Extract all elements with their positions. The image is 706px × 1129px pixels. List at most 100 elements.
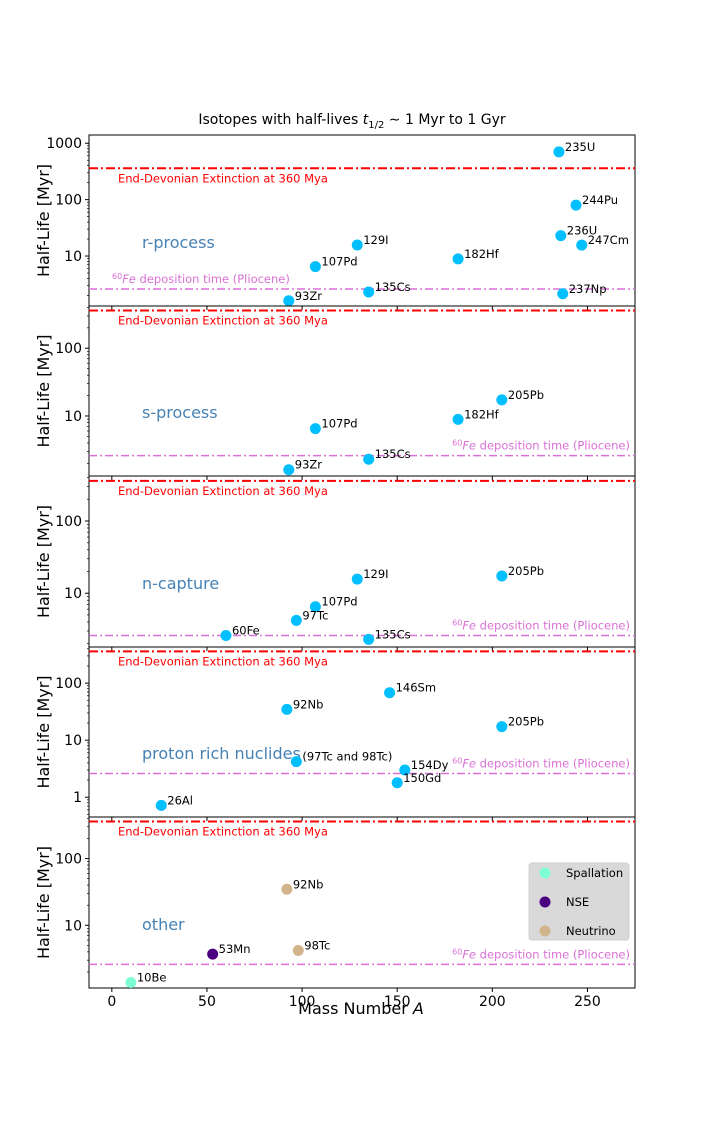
data-point xyxy=(555,230,567,242)
y-tick-label: 10 xyxy=(64,586,82,602)
point-label: (97Tc and 98Tc) xyxy=(302,750,392,764)
point-label: 93Zr xyxy=(295,458,323,472)
y-tick-label: 100 xyxy=(55,193,82,209)
point-label: 146Sm xyxy=(396,681,436,695)
extinction-label: End-Devonian Extinction at 360 Mya xyxy=(118,654,328,668)
y-axis-label: Half-Life [Myr] xyxy=(34,675,53,788)
fe60-var: Fe xyxy=(462,757,476,771)
title-sub: 1/2 xyxy=(368,120,384,131)
data-point xyxy=(155,799,167,811)
data-point xyxy=(290,614,302,626)
data-point xyxy=(309,423,321,435)
panel-frame xyxy=(88,816,636,989)
fe60-sup: 60 xyxy=(452,947,462,956)
y-axis-label: Half-Life [Myr] xyxy=(34,334,53,447)
extinction-label: End-Devonian Extinction at 360 Mya xyxy=(118,171,328,185)
y-tick-label: 1000 xyxy=(46,136,82,152)
panel-0: 10 100 1000 Half-Life [Myr] End-Devonian Ext… xyxy=(34,134,636,310)
data-point xyxy=(207,948,219,960)
fe60-var: Fe xyxy=(122,272,136,286)
data-point xyxy=(220,629,232,641)
y-tick-label: 10 xyxy=(64,249,82,265)
fe60-sup: 60 xyxy=(452,439,462,448)
extinction-label: End-Devonian Extinction at 360 Mya xyxy=(118,824,328,838)
point-label: 129I xyxy=(363,567,388,581)
x-axis-label: Mass Number A xyxy=(298,999,424,1018)
y-tick-label: 100 xyxy=(55,341,82,357)
fe60-label: 60Fe deposition time (Pliocene) xyxy=(452,757,630,771)
panels: 10 100 1000 Half-Life [Myr] End-Devonian Ext… xyxy=(34,134,636,1010)
point-label: 26Al xyxy=(167,793,193,807)
category-label: proton rich nuclides xyxy=(142,744,301,763)
fe60-rest: deposition time (Pliocene) xyxy=(476,947,630,961)
data-point xyxy=(553,146,565,158)
data-point xyxy=(399,764,411,776)
point-label: 92Nb xyxy=(293,877,324,891)
category-label: other xyxy=(142,915,185,934)
legend-marker xyxy=(539,896,551,908)
point-label: 244Pu xyxy=(582,193,618,207)
fe60-var: Fe xyxy=(462,439,476,453)
data-point xyxy=(125,977,137,989)
point-label: 53Mn xyxy=(219,942,251,956)
fe60-var: Fe xyxy=(462,947,476,961)
data-point xyxy=(363,633,375,645)
data-point xyxy=(309,601,321,613)
legend-label: NSE xyxy=(566,895,589,909)
point-label: 92Nb xyxy=(293,697,324,711)
data-point xyxy=(309,261,321,273)
fe60-var: Fe xyxy=(462,618,476,632)
point-label: 107Pd xyxy=(321,595,357,609)
point-label: 236U xyxy=(567,224,597,238)
data-point xyxy=(570,199,582,211)
data-point xyxy=(496,570,508,582)
fe60-label: 60Fe deposition time (Pliocene) xyxy=(452,439,630,453)
point-label: 10Be xyxy=(137,971,167,985)
data-point xyxy=(576,239,588,251)
data-point xyxy=(290,756,302,768)
point-label: 235U xyxy=(565,140,595,154)
point-label: 107Pd xyxy=(321,417,357,431)
title-var: t xyxy=(363,112,369,128)
xlabel-text: Mass Number xyxy=(298,999,413,1018)
data-point xyxy=(384,687,396,699)
point-label: 98Tc xyxy=(304,938,330,952)
fe60-sup: 60 xyxy=(452,757,462,766)
legend-label: Spallation xyxy=(566,866,623,880)
data-point xyxy=(452,413,464,425)
data-point xyxy=(557,288,569,300)
title-prefix: Isotopes with half-lives xyxy=(198,112,362,128)
data-point xyxy=(496,394,508,406)
fe60-rest: deposition time (Pliocene) xyxy=(476,757,630,771)
data-point xyxy=(281,883,293,895)
point-label: 135Cs xyxy=(375,280,411,294)
data-point xyxy=(351,573,363,585)
data-point xyxy=(452,253,464,265)
point-label: 182Hf xyxy=(464,407,500,421)
legend-label: Neutrino xyxy=(566,924,616,938)
point-label: 93Zr xyxy=(295,289,323,303)
point-label: 154Dy xyxy=(411,758,449,772)
y-tick-label: 10 xyxy=(64,918,82,934)
panel-frame xyxy=(88,646,636,818)
data-point xyxy=(283,464,295,476)
data-point xyxy=(283,295,295,307)
category-label: s-process xyxy=(142,403,218,422)
fe60-rest: deposition time (Pliocene) xyxy=(476,618,630,632)
category-label: n-capture xyxy=(142,574,219,593)
category-label: r-process xyxy=(142,233,215,252)
point-label: 205Pb xyxy=(508,388,544,402)
y-tick-label: 10 xyxy=(64,409,82,425)
x-tick-label: 50 xyxy=(198,994,216,1010)
data-point xyxy=(391,777,403,789)
fe60-rest: deposition time (Pliocene) xyxy=(136,272,290,286)
fe60-label: 60Fe deposition time (Pliocene) xyxy=(112,272,290,286)
y-tick-label: 100 xyxy=(55,852,82,868)
point-label: 129I xyxy=(363,233,388,247)
fe60-sup: 60 xyxy=(112,272,122,281)
y-axis-label: Half-Life [Myr] xyxy=(34,164,53,277)
